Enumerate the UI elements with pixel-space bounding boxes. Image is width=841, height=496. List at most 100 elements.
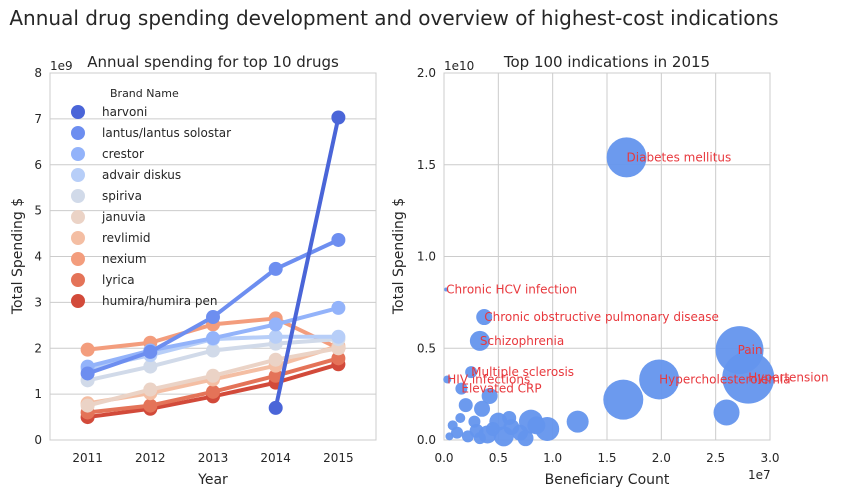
scatter-point-label: Pain bbox=[738, 343, 763, 357]
scatter-point bbox=[447, 420, 458, 431]
left-y-tick-labels: 0 1 2 3 4 5 6 7 8 bbox=[34, 66, 42, 447]
right-y-tick: 1.0 bbox=[417, 250, 436, 264]
right-y-axis-label: Total Spending $ bbox=[391, 198, 407, 315]
left-x-tick-labels: 2011 2012 2013 2014 2015 bbox=[72, 451, 353, 465]
series-point bbox=[206, 384, 220, 399]
scatter-point-label: HIV infections bbox=[447, 372, 530, 386]
left-legend: Brand Name harvoni lantus/lantus solostar… bbox=[71, 87, 231, 308]
left-y-tick: 6 bbox=[34, 158, 42, 172]
right-x-tick: 2.0 bbox=[652, 451, 671, 465]
scatter-point bbox=[455, 412, 466, 423]
series-point bbox=[268, 400, 283, 415]
series-point bbox=[80, 398, 95, 413]
left-y-tick: 7 bbox=[34, 112, 42, 126]
scatter-point bbox=[476, 309, 493, 326]
right-y-tick: 1.5 bbox=[417, 158, 436, 172]
scatter-point bbox=[473, 432, 486, 445]
left-y-tick: 4 bbox=[34, 250, 42, 264]
right-y-tick: 0.0 bbox=[417, 433, 436, 447]
series-point bbox=[268, 329, 283, 344]
right-point-labels: Diabetes mellitus Chronic HCV infection Ch… bbox=[446, 150, 828, 395]
scatter-point bbox=[722, 351, 775, 404]
scatter-point bbox=[527, 416, 546, 435]
right-chart-panel: Diabetes mellitus Chronic HCV infection Ch… bbox=[391, 53, 829, 488]
left-x-tick: 2014 bbox=[260, 451, 291, 465]
left-x-tick: 2015 bbox=[323, 451, 354, 465]
right-y-scale-label: 1e10 bbox=[444, 59, 474, 73]
scatter-point-label: Chronic obstructive pulmonary disease bbox=[484, 310, 719, 324]
left-chart-panel: 0 1 2 3 4 5 6 7 8 2011 2012 2013 2014 2015 Annual sp… bbox=[10, 53, 377, 488]
figure-suptitle: Annual drug spending development and ove… bbox=[9, 6, 778, 30]
scatter-point-label: Multiple sclerosis bbox=[471, 365, 574, 379]
series-point bbox=[80, 366, 95, 381]
legend-label: spiriva bbox=[102, 189, 142, 203]
right-x-tick: 0.5 bbox=[489, 451, 508, 465]
left-x-axis-label: Year bbox=[197, 472, 228, 488]
scatter-point bbox=[461, 430, 474, 443]
legend-marker bbox=[71, 147, 85, 161]
series-point bbox=[143, 344, 158, 359]
legend-label: harvoni bbox=[102, 105, 147, 119]
series-point bbox=[331, 232, 346, 247]
left-x-tick: 2011 bbox=[72, 451, 103, 465]
scatter-point bbox=[458, 398, 473, 413]
right-x-tick-labels: 0.0 0.5 1.0 1.5 2.0 2.5 3.0 bbox=[434, 451, 779, 465]
scatter-point bbox=[566, 410, 589, 433]
scatter-point bbox=[517, 430, 534, 447]
scatter-point-label: Hypercholesterolemia bbox=[659, 372, 791, 386]
series-point bbox=[331, 300, 346, 315]
legend-label: januvia bbox=[101, 210, 146, 224]
right-y-tick: 2.0 bbox=[417, 66, 436, 80]
legend-marker bbox=[71, 231, 85, 245]
scatter-point-label: Elevated CRP bbox=[461, 382, 541, 396]
left-y-tick: 0 bbox=[34, 433, 42, 447]
left-x-tick: 2013 bbox=[198, 451, 229, 465]
left-x-tick: 2012 bbox=[135, 451, 166, 465]
legend-marker bbox=[71, 189, 85, 203]
series-point bbox=[268, 352, 283, 367]
scatter-point bbox=[639, 359, 680, 400]
legend-marker bbox=[71, 105, 85, 119]
legend-label: revlimid bbox=[102, 231, 150, 245]
right-x-tick: 0.0 bbox=[434, 451, 453, 465]
scatter-point bbox=[465, 366, 478, 379]
right-x-tick: 2.5 bbox=[706, 451, 725, 465]
right-x-tick: 1.0 bbox=[543, 451, 562, 465]
right-gridlines bbox=[444, 73, 770, 440]
left-y-tick: 3 bbox=[34, 295, 42, 309]
series-point bbox=[331, 329, 346, 344]
series-point bbox=[206, 368, 220, 383]
right-scatter-points bbox=[443, 137, 775, 447]
scatter-point bbox=[469, 330, 490, 351]
scatter-point bbox=[502, 410, 517, 425]
legend-marker bbox=[71, 294, 85, 308]
left-y-tick: 5 bbox=[34, 204, 42, 218]
legend-marker bbox=[71, 273, 85, 287]
legend-title: Brand Name bbox=[110, 87, 179, 100]
series-point bbox=[206, 331, 220, 346]
series-point bbox=[331, 351, 346, 366]
series-point bbox=[268, 317, 283, 332]
scatter-point-label: Schizophrenia bbox=[480, 334, 564, 348]
left-series-group bbox=[80, 110, 346, 425]
series-point bbox=[80, 342, 95, 357]
scatter-point bbox=[474, 400, 491, 417]
scatter-point bbox=[455, 382, 468, 395]
scatter-point bbox=[606, 137, 647, 178]
right-x-tick: 1.5 bbox=[597, 451, 616, 465]
series-line-harvoni bbox=[273, 115, 341, 410]
scatter-point bbox=[481, 387, 498, 404]
series-point bbox=[143, 398, 158, 413]
legend-marker bbox=[71, 168, 85, 182]
legend-label: humira/humira pen bbox=[102, 294, 218, 308]
right-x-scale-label: 1e7 bbox=[748, 468, 771, 482]
left-y-tick: 8 bbox=[34, 66, 42, 80]
left-y-tick: 1 bbox=[34, 387, 42, 401]
scatter-point-label: Chronic HCV infection bbox=[446, 283, 577, 297]
legend-label: lyrica bbox=[102, 273, 135, 287]
legend-label: advair diskus bbox=[102, 168, 181, 182]
legend-marker bbox=[71, 252, 85, 266]
left-y-tick: 2 bbox=[34, 341, 42, 355]
legend-marker bbox=[71, 126, 85, 140]
right-chart-title: Top 100 indications in 2015 bbox=[503, 53, 710, 71]
